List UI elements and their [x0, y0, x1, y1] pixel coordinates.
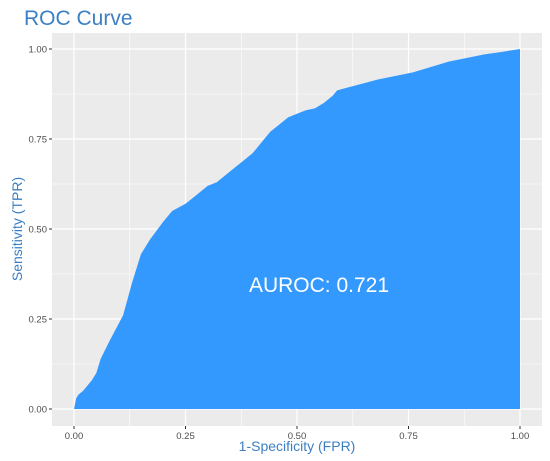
- auroc-annotation: AUROC: 0.721: [249, 274, 389, 297]
- y-tick-label: 0.00: [29, 405, 48, 416]
- y-tick-label: 0.50: [29, 225, 48, 236]
- chart-title: ROC Curve: [24, 7, 133, 30]
- x-tick-label: 1.00: [511, 431, 530, 442]
- y-axis-ticks: 0.00 0.25 0.50 0.75 1.00: [29, 45, 52, 416]
- x-tick-label: 0.50: [288, 431, 307, 442]
- x-tick-label: 0.75: [399, 431, 418, 442]
- y-axis-title: Sensitivity (TPR): [9, 177, 25, 281]
- x-axis-ticks: 0.00 0.25 0.50 0.75 1.00: [65, 426, 530, 442]
- y-tick-label: 0.75: [29, 135, 48, 146]
- x-tick-label: 0.25: [176, 431, 195, 442]
- y-tick-label: 1.00: [29, 45, 48, 56]
- x-axis-title: 1-Specificity (FPR): [239, 438, 356, 454]
- roc-area-fill: [74, 49, 520, 409]
- y-tick-label: 0.25: [29, 315, 48, 326]
- x-tick-label: 0.00: [65, 431, 84, 442]
